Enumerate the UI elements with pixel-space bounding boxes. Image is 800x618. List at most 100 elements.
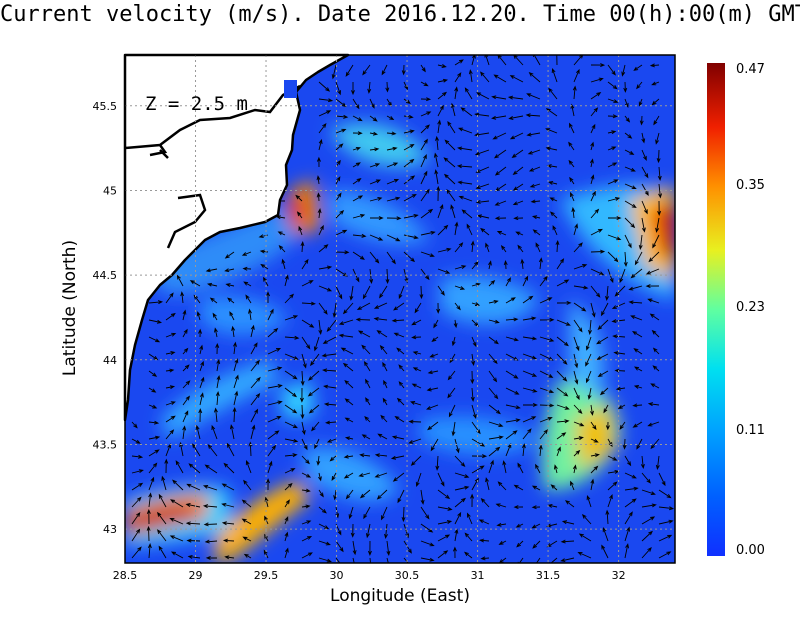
velocity-arrow: [398, 285, 405, 300]
velocity-arrow: [500, 244, 507, 253]
velocity-arrow: [352, 251, 365, 260]
velocity-arrow: [301, 552, 313, 559]
velocity-arrow: [284, 353, 299, 360]
velocity-arrow: [352, 98, 360, 110]
velocity-arrow: [284, 438, 299, 443]
velocity-arrow: [431, 336, 439, 343]
velocity-arrow: [488, 459, 494, 474]
velocity-arrow: [148, 476, 155, 491]
velocity-arrow: [398, 381, 405, 389]
velocity-arrow: [641, 503, 657, 508]
velocity-arrow: [342, 302, 354, 315]
velocity-arrow: [301, 455, 310, 465]
velocity-arrow: [250, 392, 261, 406]
velocity-arrow: [316, 156, 321, 168]
velocity-arrow: [437, 91, 448, 100]
velocity-arrow: [632, 330, 643, 338]
velocity-arrow: [437, 119, 442, 134]
velocity-arrow: [496, 522, 507, 527]
velocity-arrow: [590, 249, 606, 254]
velocity-arrow: [488, 280, 496, 287]
velocity-arrow: [570, 480, 575, 491]
velocity-arrow: [515, 523, 524, 528]
velocity-arrow: [522, 387, 538, 393]
velocity-arrow: [148, 319, 163, 324]
velocity-arrow: [503, 260, 508, 270]
velocity-arrow: [420, 251, 435, 258]
velocity-arrow: [636, 438, 643, 450]
velocity-arrow: [158, 493, 167, 508]
velocity-arrow: [369, 163, 381, 168]
speed-highlights: [125, 123, 675, 563]
velocity-arrow: [185, 503, 201, 508]
velocity-arrow: [363, 506, 371, 520]
velocity-arrow: [188, 463, 201, 474]
velocity-arrow: [505, 418, 521, 423]
velocity-arrow: [318, 302, 328, 315]
velocity-arrow: [454, 438, 460, 454]
velocity-arrow: [471, 302, 481, 306]
velocity-arrow: [398, 364, 405, 372]
velocity-arrow: [131, 438, 141, 444]
velocity-arrow: [601, 544, 609, 559]
velocity-arrow: [157, 529, 167, 542]
velocity-arrow: [556, 258, 565, 270]
velocity-arrow: [427, 370, 439, 375]
velocity-arrow: [488, 370, 498, 383]
velocity-arrow: [556, 55, 558, 66]
y-tick-labels: 43 43.5 44 44.5 45 45.5: [93, 100, 118, 536]
velocity-arrow: [157, 511, 167, 525]
y-tick-label: 45.5: [93, 100, 118, 113]
velocity-arrow: [539, 387, 555, 394]
velocity-arrow: [182, 425, 187, 440]
velocity-arrow: [603, 404, 609, 414]
velocity-arrow: [641, 166, 649, 179]
velocity-arrow: [450, 204, 456, 219]
velocity-arrow: [488, 446, 501, 457]
velocity-arrow: [318, 110, 332, 117]
velocity-arrow: [284, 547, 289, 559]
velocity-arrow: [522, 316, 537, 321]
velocity-arrow: [652, 365, 660, 372]
velocity-arrow: [323, 402, 337, 407]
velocity-arrow: [454, 528, 459, 542]
velocity-arrow: [454, 86, 459, 100]
velocity-arrow: [471, 454, 488, 459]
velocity-arrow: [386, 131, 397, 136]
velocity-arrow: [607, 64, 616, 76]
velocity-arrow: [590, 190, 596, 202]
velocity-arrow: [369, 115, 378, 122]
velocity-arrow: [403, 251, 416, 263]
velocity-arrow: [182, 364, 190, 372]
velocity-arrow: [573, 387, 580, 401]
y-tick-label: 44.5: [93, 269, 118, 282]
velocity-arrow: [577, 552, 592, 559]
velocity-arrow: [224, 251, 235, 259]
velocity-arrow: [352, 178, 362, 185]
velocity-arrow: [250, 376, 261, 389]
velocity-vectors: [131, 55, 675, 563]
velocity-arrow: [215, 391, 220, 406]
velocity-arrow: [488, 260, 492, 270]
velocity-arrow: [284, 387, 298, 398]
velocity-arrow: [326, 319, 337, 333]
velocity-arrow: [471, 336, 477, 348]
velocity-arrow: [437, 268, 451, 274]
velocity-arrow: [590, 421, 597, 431]
velocity-arrow: [242, 266, 252, 271]
velocity-arrow: [447, 387, 456, 399]
velocity-arrow: [523, 402, 538, 407]
velocity-arrow: [488, 387, 499, 400]
velocity-arrow: [284, 274, 289, 287]
velocity-arrow: [493, 74, 507, 83]
velocity-arrow: [322, 368, 337, 373]
velocity-arrow: [470, 387, 475, 402]
velocity-arrow: [426, 387, 439, 392]
velocity-arrow: [427, 421, 439, 431]
velocity-arrow: [624, 543, 630, 559]
velocity-arrow: [624, 149, 635, 155]
velocity-arrow: [352, 213, 366, 219]
velocity-arrow: [522, 416, 537, 423]
velocity-arrow: [590, 208, 600, 219]
velocity-arrow: [480, 556, 490, 561]
